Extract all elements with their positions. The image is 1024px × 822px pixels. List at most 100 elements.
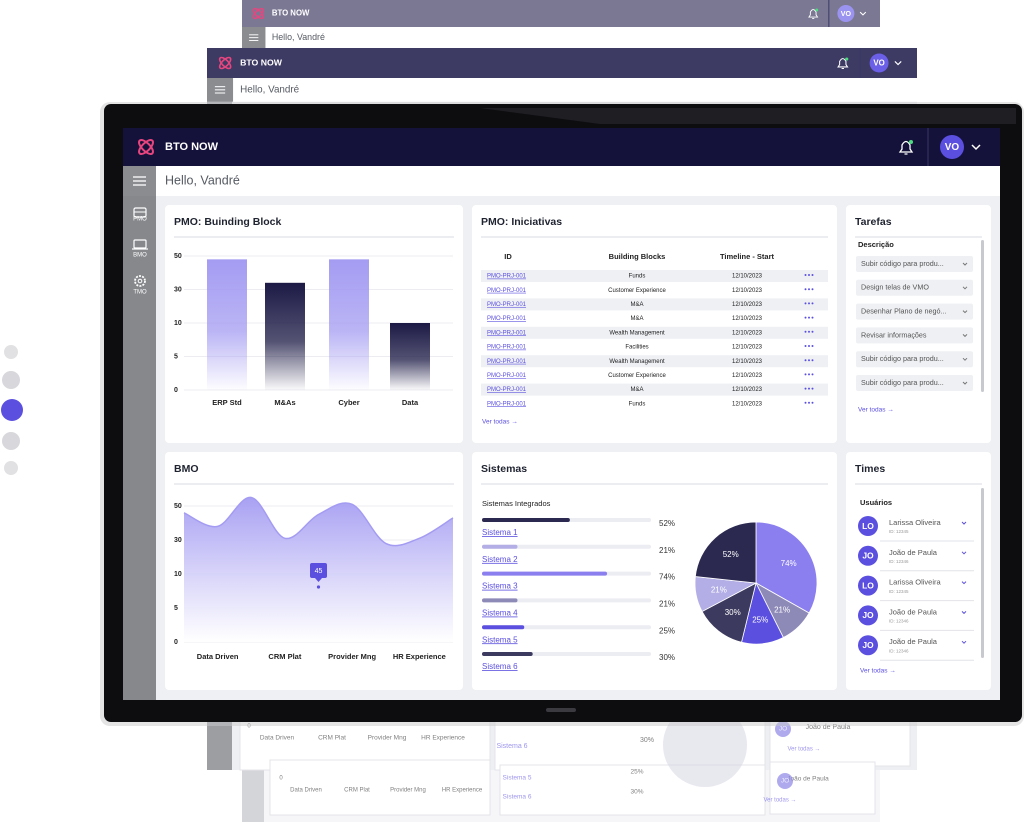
more-dot — [811, 274, 814, 276]
task-item[interactable] — [856, 327, 973, 344]
slice-label: 21% — [774, 606, 790, 615]
card — [472, 205, 837, 443]
building-block: M&A — [630, 316, 643, 322]
bell-icon[interactable] — [898, 140, 914, 155]
faded-avatar — [777, 773, 793, 789]
gear-icon — [137, 278, 143, 284]
faded-text: HR Experience — [421, 735, 465, 742]
building-block: Wealth Management — [609, 359, 665, 365]
sidebar-item[interactable]: TMO — [133, 290, 147, 296]
chevron-icon — [961, 521, 967, 525]
tooltip-value: 45 — [315, 568, 323, 575]
avatar[interactable] — [869, 53, 889, 73]
system-link[interactable]: Sistema 3 — [482, 582, 518, 591]
bar — [482, 625, 525, 630]
project-id[interactable]: PMO-PRJ-001 — [487, 373, 527, 379]
project-id[interactable]: PMO-PRJ-001 — [487, 302, 527, 308]
chevron-icon — [962, 310, 968, 314]
sidebar-item[interactable]: BMO — [133, 253, 147, 259]
more-dot — [811, 288, 814, 291]
task-text: Revisar informações — [861, 330, 927, 339]
user-id: ID: 12346 — [889, 559, 909, 564]
user-avatar — [858, 575, 878, 596]
system-link[interactable]: Sistema 2 — [482, 555, 518, 564]
header-bar — [123, 128, 1000, 166]
x-tick-label: Provider Mng — [328, 652, 376, 661]
faded-text: Provider Mng — [368, 735, 407, 742]
task-item[interactable] — [856, 351, 973, 368]
system-link[interactable]: Sistema 5 — [482, 635, 518, 644]
task-item[interactable] — [856, 375, 973, 391]
avatar[interactable] — [940, 135, 964, 159]
chart-subtitle: Sistemas Integrados — [482, 499, 551, 508]
timeline-start: 12/10/2023 — [732, 288, 763, 294]
slice-label: 21% — [711, 585, 727, 594]
project-id[interactable]: PMO-PRJ-001 — [487, 288, 527, 294]
card-title: Times — [855, 463, 885, 475]
app-header: BTO NOW VO Hello, Vandré — [123, 128, 1000, 196]
bar-track — [482, 544, 651, 549]
app-header: BTO NOW VO Hello, Vandré — [242, 0, 880, 49]
project-id[interactable]: PMO-PRJ-001 — [487, 330, 527, 336]
avatar-initials: VO — [841, 10, 852, 18]
user-initials: JO — [862, 640, 874, 650]
more-dot — [811, 373, 814, 376]
timeline-start: 12/10/2023 — [732, 345, 763, 351]
bell-icon[interactable] — [837, 58, 849, 70]
bar — [482, 518, 570, 522]
slice-label: 52% — [723, 550, 739, 559]
back-card — [269, 759, 491, 816]
faded-initials: JO — [779, 726, 787, 733]
header-bar — [242, 0, 880, 27]
more-dot — [804, 345, 807, 347]
task-text: Design telas de VMO — [861, 283, 929, 292]
bar — [329, 259, 369, 390]
task-item[interactable] — [856, 303, 973, 320]
x-tick-label: Data Driven — [197, 652, 239, 661]
building-block: M&A — [630, 387, 643, 393]
column-header: Building Blocks — [609, 252, 666, 261]
user-avatar — [858, 545, 878, 566]
project-id[interactable]: PMO-PRJ-001 — [487, 274, 527, 280]
avatar[interactable] — [837, 4, 855, 23]
task-text: Desenhar Plano de negó... — [861, 307, 947, 316]
logo — [252, 7, 265, 20]
building-block: Wealth Management — [609, 330, 665, 336]
project-id[interactable]: PMO-PRJ-001 — [487, 359, 527, 365]
project-id[interactable]: PMO-PRJ-001 — [487, 345, 527, 351]
chevron-icon — [971, 144, 981, 151]
chevron-icon — [961, 640, 967, 644]
faded-text: João de Paula — [787, 776, 829, 783]
chevron-icon — [962, 286, 968, 290]
timeline-start: 12/10/2023 — [732, 330, 763, 336]
scrollbar — [981, 240, 984, 392]
user-name: João de Paula — [889, 607, 938, 616]
view-all-link[interactable]: Ver todas → — [858, 407, 894, 414]
sidebar-item[interactable]: PMO — [133, 217, 147, 223]
dot — [4, 345, 18, 359]
faded-text: CRM Plat — [318, 735, 346, 742]
row-band — [481, 270, 828, 282]
project-id[interactable]: PMO-PRJ-001 — [487, 316, 527, 322]
view-all-link[interactable]: Ver todas → — [860, 668, 896, 675]
card-title: PMO: Iniciativas — [481, 216, 562, 228]
bar — [482, 544, 518, 549]
view-all-link[interactable]: Ver todas → — [482, 419, 518, 426]
y-tick-label: 0 — [174, 639, 178, 646]
task-item[interactable] — [856, 256, 973, 272]
bell-icon[interactable] — [808, 9, 819, 19]
task-item[interactable] — [856, 279, 973, 296]
timeline-start: 12/10/2023 — [732, 401, 763, 407]
more-dot — [804, 373, 807, 376]
project-id[interactable]: PMO-PRJ-001 — [487, 401, 527, 407]
bar — [265, 282, 305, 390]
system-link[interactable]: Sistema 4 — [482, 609, 518, 618]
row-band — [481, 326, 828, 339]
x-tick-label: CRM Plat — [268, 652, 301, 661]
system-link[interactable]: Sistema 6 — [482, 662, 518, 671]
system-link[interactable]: Sistema 1 — [482, 528, 518, 537]
column-header: Timeline - Start — [720, 252, 775, 261]
project-id[interactable]: PMO-PRJ-001 — [487, 387, 527, 393]
